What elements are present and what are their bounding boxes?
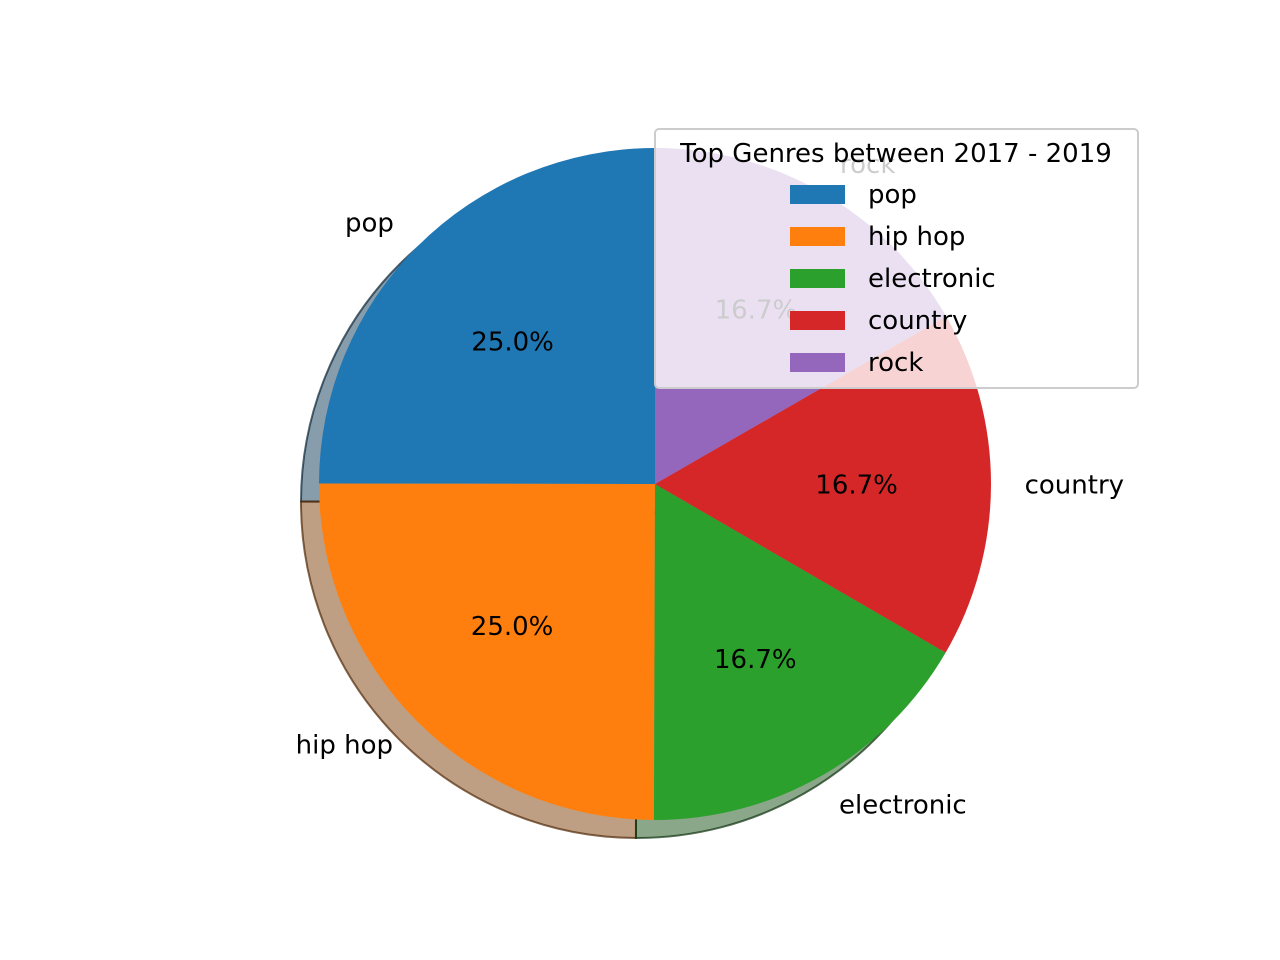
legend-swatch-electronic — [790, 269, 845, 288]
legend-title: Top Genres between 2017 - 2019 — [679, 139, 1112, 169]
slice-percent-electronic: 16.7% — [714, 645, 797, 675]
legend-label-electronic: electronic — [868, 264, 996, 294]
legend-swatch-country — [790, 311, 845, 330]
slice-percent-hip-hop: 25.0% — [471, 612, 554, 642]
legend-label-rock: rock — [868, 348, 923, 378]
slice-label-country: country — [1025, 471, 1124, 501]
slice-label-electronic: electronic — [839, 791, 967, 821]
legend-label-country: country — [868, 306, 967, 336]
pie-slice-electronic — [653, 484, 946, 821]
legend-frame — [654, 128, 1139, 389]
slice-label-pop: pop — [345, 208, 394, 238]
pie-slice-country — [655, 316, 992, 653]
pie-category-labels: pop hip hop electronic country rock — [296, 150, 1124, 821]
legend-label-hip-hop: hip hop — [868, 222, 965, 252]
legend-entries: pop hip hop electronic country rock — [790, 180, 996, 378]
slice-percent-country: 16.7% — [815, 470, 898, 500]
legend-swatch-pop — [790, 185, 845, 204]
slice-percent-pop: 25.0% — [471, 327, 554, 357]
pie-slice-pop — [319, 148, 655, 484]
legend-swatch-hip-hop — [790, 227, 845, 246]
legend-swatch-rock — [790, 353, 845, 372]
legend: Top Genres between 2017 - 2019 pop hip ho… — [654, 128, 1139, 389]
slice-label-hip-hop: hip hop — [296, 731, 393, 761]
legend-label-pop: pop — [868, 180, 917, 210]
pie-slice-hip-hop — [318, 483, 655, 820]
